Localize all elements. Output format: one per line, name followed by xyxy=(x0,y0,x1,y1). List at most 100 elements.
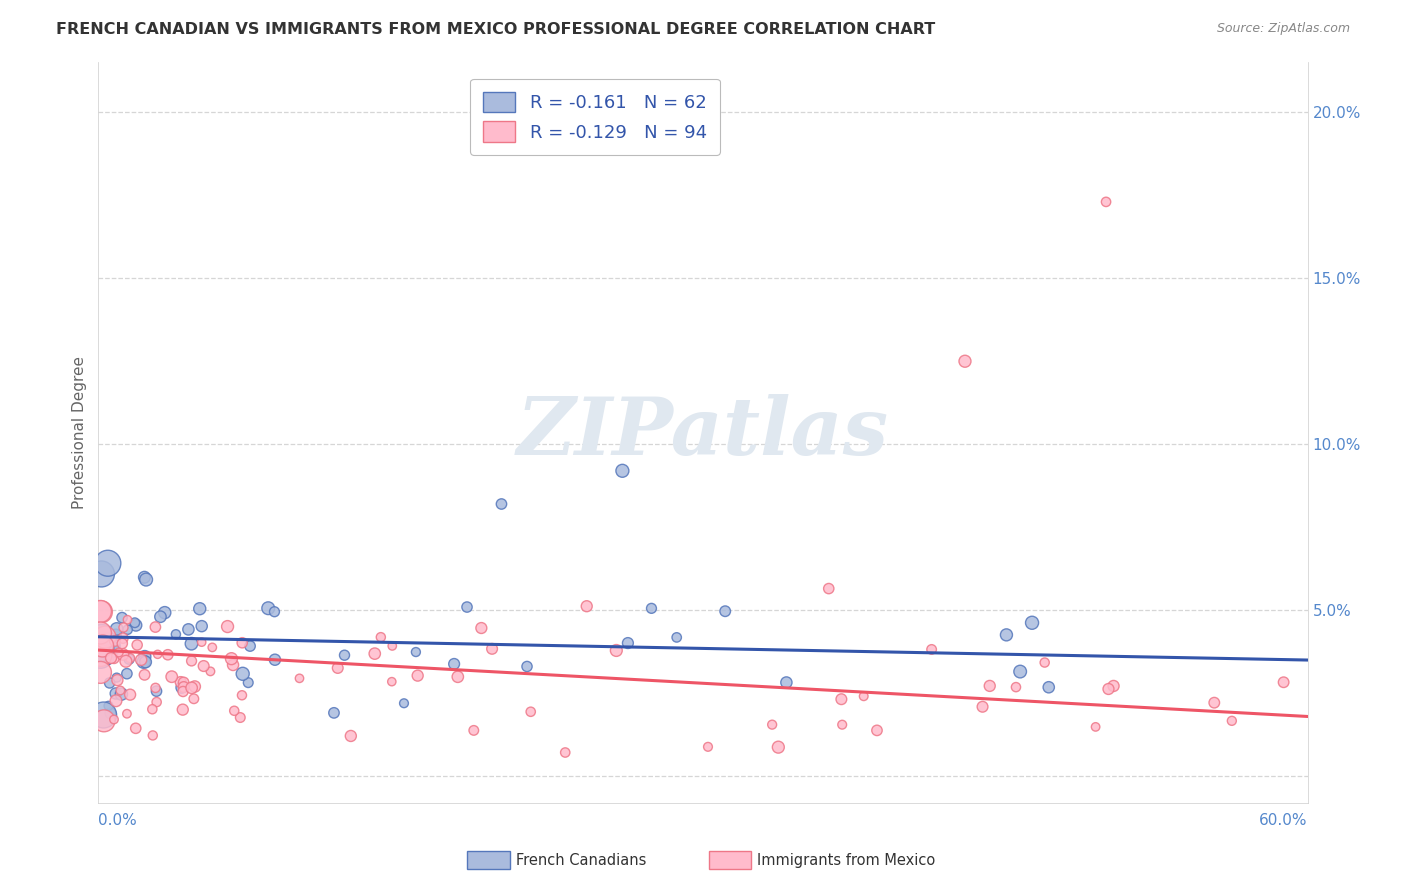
Point xyxy=(118,652,141,666)
Point xyxy=(117,623,139,637)
Point xyxy=(831,717,853,731)
Point xyxy=(125,618,148,632)
Point xyxy=(775,675,797,690)
Point xyxy=(96,640,118,654)
Point xyxy=(201,640,224,655)
Point xyxy=(405,645,427,659)
Text: French Canadians: French Canadians xyxy=(516,853,645,868)
Text: 0.0%: 0.0% xyxy=(98,813,138,828)
Point xyxy=(141,702,163,716)
Point xyxy=(188,601,211,615)
Point xyxy=(94,639,117,653)
Point xyxy=(238,675,260,690)
Text: FRENCH CANADIAN VS IMMIGRANTS FROM MEXICO PROFESSIONAL DEGREE CORRELATION CHART: FRENCH CANADIAN VS IMMIGRANTS FROM MEXIC… xyxy=(56,22,935,37)
Point xyxy=(288,671,311,685)
Point xyxy=(1033,656,1056,670)
Point xyxy=(183,691,205,706)
Point xyxy=(370,630,392,644)
Point xyxy=(145,620,167,634)
Point xyxy=(995,628,1018,642)
Text: ZIPatlas: ZIPatlas xyxy=(517,394,889,471)
Point xyxy=(714,604,737,618)
Point xyxy=(852,690,875,704)
Point xyxy=(768,740,790,755)
Point xyxy=(134,570,156,584)
Point xyxy=(153,606,176,620)
Point xyxy=(979,679,1001,693)
Point xyxy=(145,684,167,698)
Text: 60.0%: 60.0% xyxy=(1260,813,1308,828)
Point xyxy=(135,573,157,587)
Point xyxy=(190,635,212,649)
Point xyxy=(456,600,478,615)
Point xyxy=(229,710,252,724)
Point xyxy=(326,661,349,675)
Point xyxy=(217,619,239,633)
Point xyxy=(172,703,194,717)
Point xyxy=(222,657,245,672)
Point xyxy=(169,675,191,690)
Point xyxy=(921,642,943,657)
Point xyxy=(491,497,513,511)
Point xyxy=(612,464,634,478)
Point xyxy=(105,671,128,685)
Point xyxy=(392,696,415,710)
Point xyxy=(953,354,976,368)
Point xyxy=(97,652,120,666)
Point xyxy=(111,610,134,624)
Point xyxy=(516,659,538,673)
Point xyxy=(264,653,287,667)
Point xyxy=(605,643,627,657)
Point xyxy=(1038,680,1060,694)
Point xyxy=(134,649,156,664)
Y-axis label: Professional Degree: Professional Degree xyxy=(72,356,87,509)
Point xyxy=(866,723,889,738)
Point xyxy=(145,681,167,695)
Point xyxy=(263,605,285,619)
Point xyxy=(231,636,253,650)
Point xyxy=(93,708,115,723)
Point xyxy=(120,688,142,702)
Point xyxy=(323,706,346,720)
Point xyxy=(364,647,387,661)
Point xyxy=(127,638,149,652)
Point xyxy=(640,601,662,615)
Legend: R = -0.161   N = 62, R = -0.129   N = 94: R = -0.161 N = 62, R = -0.129 N = 94 xyxy=(470,78,720,155)
Point xyxy=(333,648,356,663)
Point xyxy=(193,659,215,673)
Point xyxy=(89,626,111,640)
Point xyxy=(124,615,146,630)
FancyBboxPatch shape xyxy=(467,851,509,870)
Point xyxy=(134,668,156,682)
Point xyxy=(190,619,212,633)
FancyBboxPatch shape xyxy=(709,851,751,870)
Point xyxy=(1204,696,1226,710)
Point xyxy=(90,605,112,619)
Point xyxy=(170,681,193,695)
Point xyxy=(381,639,404,653)
Point xyxy=(94,630,117,644)
Point xyxy=(90,648,112,663)
Point xyxy=(111,648,134,662)
Point xyxy=(239,639,262,653)
Point xyxy=(340,729,363,743)
Point xyxy=(110,687,132,701)
Text: Immigrants from Mexico: Immigrants from Mexico xyxy=(758,853,935,868)
Point xyxy=(91,639,114,653)
Point xyxy=(90,641,112,656)
Point xyxy=(830,692,852,706)
Point xyxy=(111,631,134,645)
Point xyxy=(156,648,179,662)
Point xyxy=(89,604,111,618)
Point xyxy=(470,621,492,635)
Point xyxy=(519,705,541,719)
Point xyxy=(100,651,122,665)
Point xyxy=(443,657,465,671)
Point xyxy=(90,566,112,581)
Point xyxy=(104,686,127,700)
Point xyxy=(115,666,138,681)
Point xyxy=(90,631,112,645)
Point xyxy=(120,651,142,665)
Point xyxy=(406,668,429,682)
Point xyxy=(160,670,183,684)
